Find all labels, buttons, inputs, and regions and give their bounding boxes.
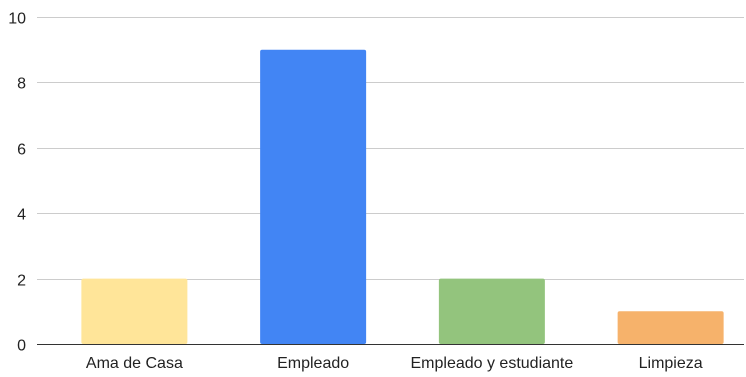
y-tick-label: 2 bbox=[17, 273, 26, 290]
y-tick-label: 6 bbox=[17, 142, 26, 159]
y-axis-ticks: 0 2 4 6 8 10 bbox=[8, 11, 26, 355]
x-category-label: Empleado bbox=[277, 355, 349, 372]
y-tick-label: 10 bbox=[8, 11, 26, 28]
bars bbox=[81, 49, 724, 344]
x-category-label: Ama de Casa bbox=[86, 355, 183, 372]
bar-limpieza bbox=[617, 311, 724, 344]
bar-empleado-y-estudiante bbox=[438, 278, 545, 344]
bar-ama-de-casa bbox=[81, 278, 188, 344]
bar-empleado bbox=[260, 49, 367, 344]
x-category-label: Empleado y estudiante bbox=[410, 355, 573, 372]
y-tick-label: 4 bbox=[17, 207, 26, 224]
y-tick-label: 8 bbox=[17, 76, 26, 93]
y-tick-label: 0 bbox=[17, 338, 26, 355]
x-category-label: Limpieza bbox=[639, 355, 703, 372]
x-axis-labels: Ama de Casa Empleado Empleado y estudiante… bbox=[86, 355, 703, 372]
